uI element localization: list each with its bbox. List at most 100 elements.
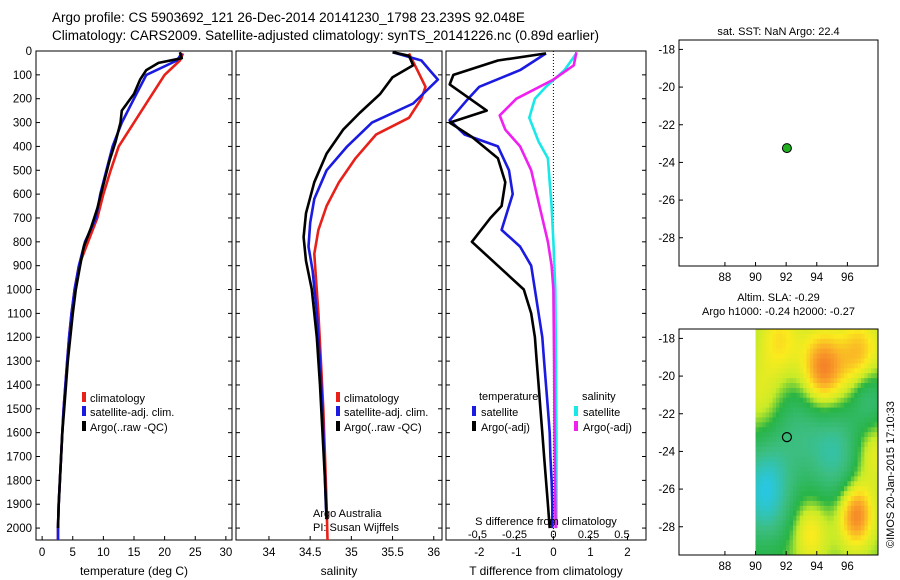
sla-heatmap-cell xyxy=(874,378,879,384)
sla-heatmap-cell xyxy=(786,476,791,482)
sla-heatmap-cell xyxy=(765,329,770,335)
sla-heatmap-cell xyxy=(813,392,818,399)
sla-heatmap-cell xyxy=(792,427,797,433)
sla-heatmap-cell xyxy=(847,510,852,517)
sla-heatmap-cell xyxy=(833,520,838,527)
sla-heatmap-cell xyxy=(854,417,859,423)
sla-heatmap-cell xyxy=(860,525,865,531)
sla-heatmap-cell xyxy=(837,476,842,482)
sla-heatmap-cell xyxy=(775,451,780,458)
sla-heatmap-cell xyxy=(840,392,845,399)
sla-heatmap-cell xyxy=(867,510,872,517)
sla-heatmap-cell xyxy=(789,432,794,438)
sla-heatmap-cell xyxy=(850,422,855,428)
sla-heatmap-cell xyxy=(850,496,855,502)
sla-heatmap-cell xyxy=(782,461,787,468)
sla-heatmap-cell xyxy=(857,392,862,399)
sla-heatmap-cell xyxy=(860,412,865,418)
sla-heatmap-cell xyxy=(772,535,777,541)
sla-heatmap-cell xyxy=(779,383,784,389)
sla-heatmap-cell xyxy=(847,442,852,448)
depth-tick-label: 100 xyxy=(13,70,32,82)
sla-heatmap-cell xyxy=(837,343,842,350)
sla-heatmap-cell xyxy=(854,392,859,399)
sla-heatmap-cell xyxy=(772,461,777,468)
sla-heatmap-cell xyxy=(840,510,845,517)
sla-heatmap-cell xyxy=(843,491,848,497)
sla-heatmap-cell xyxy=(857,476,862,482)
sla-map-ytick-label: -18 xyxy=(658,333,675,345)
sla-heatmap-cell xyxy=(813,461,818,468)
sla-heatmap-cell xyxy=(860,505,865,512)
sla-heatmap-cell xyxy=(799,515,804,522)
sla-heatmap-cell xyxy=(833,363,838,369)
sla-heatmap-cell xyxy=(857,417,862,423)
sla-heatmap-cell xyxy=(755,417,760,423)
sla-heatmap-cell xyxy=(765,348,770,355)
sla-heatmap-cell xyxy=(860,407,865,414)
depth-tick-label: 2000 xyxy=(6,523,32,535)
sla-heatmap-cell xyxy=(755,378,760,384)
sla-heatmap-cell xyxy=(840,461,845,468)
sla-heatmap-cell xyxy=(762,510,767,517)
sla-heatmap-cell xyxy=(837,520,842,527)
sla-heatmap-cell xyxy=(789,417,794,423)
sla-heatmap-cell xyxy=(755,520,760,527)
sla-heatmap-cell xyxy=(782,358,787,364)
sla-heatmap-cell xyxy=(755,496,760,502)
sla-heatmap-cell xyxy=(772,471,777,477)
sla-heatmap-cell xyxy=(867,329,872,335)
sla-heatmap-cell xyxy=(840,407,845,414)
sla-heatmap-cell xyxy=(813,343,818,350)
sla-heatmap-cell xyxy=(867,348,872,355)
sla-heatmap-cell xyxy=(820,545,825,551)
sla-heatmap-cell xyxy=(762,368,767,374)
sla-heatmap-cell xyxy=(837,407,842,414)
sla-heatmap-cell xyxy=(762,505,767,512)
sla-heatmap-cell xyxy=(854,515,859,522)
sla-heatmap-cell xyxy=(837,353,842,359)
sla-heatmap-cell xyxy=(765,461,770,468)
sla-heatmap-cell xyxy=(782,471,787,477)
sla-heatmap-cell xyxy=(837,446,842,453)
sla-heatmap-cell xyxy=(792,387,797,394)
sla-heatmap-cell xyxy=(823,422,828,428)
sla-heatmap-cell xyxy=(772,387,777,394)
sla-heatmap-cell xyxy=(850,486,855,492)
sla-map-ytick-label: -28 xyxy=(658,522,675,534)
sal-xtick-label: 36 xyxy=(427,547,440,559)
sla-heatmap-cell xyxy=(775,515,780,522)
sla-heatmap-cell xyxy=(816,550,821,556)
sla-heatmap-cell xyxy=(850,368,855,374)
sla-heatmap-cell xyxy=(871,427,876,433)
sla-heatmap-cell xyxy=(837,329,842,335)
sla-heatmap-cell xyxy=(762,486,767,492)
sla-heatmap-cell xyxy=(864,333,869,340)
sla-heatmap-cell xyxy=(799,481,804,487)
sla-heatmap-cell xyxy=(792,407,797,414)
sla-heatmap-cell xyxy=(755,456,760,463)
sla-heatmap-cell xyxy=(837,333,842,340)
sla-heatmap-cell xyxy=(786,520,791,527)
sla-heatmap-cell xyxy=(758,496,763,502)
sla-heatmap-cell xyxy=(782,368,787,374)
sla-heatmap-cell xyxy=(799,368,804,374)
sla-heatmap-cell xyxy=(857,486,862,492)
sla-heatmap-cell xyxy=(854,491,859,497)
sla-heatmap-cell xyxy=(847,373,852,379)
sst-map-ytick-label: -26 xyxy=(658,195,675,207)
sla-heatmap-cell xyxy=(850,505,855,512)
sla-heatmap-cell xyxy=(826,486,831,492)
sla-heatmap-cell xyxy=(854,496,859,502)
sla-heatmap-cell xyxy=(837,535,842,541)
sla-heatmap-cell xyxy=(769,407,774,414)
sla-heatmap-cell xyxy=(871,486,876,492)
sla-heatmap-cell xyxy=(850,540,855,546)
sla-heatmap-cell xyxy=(816,338,821,345)
sla-heatmap-cell xyxy=(799,496,804,502)
sla-heatmap-cell xyxy=(840,530,845,536)
sla-heatmap-cell xyxy=(850,451,855,458)
sla-heatmap-cell xyxy=(850,392,855,399)
pi-name-label: PI: Susan Wijffels xyxy=(313,522,399,534)
sla-heatmap-cell xyxy=(758,397,763,404)
